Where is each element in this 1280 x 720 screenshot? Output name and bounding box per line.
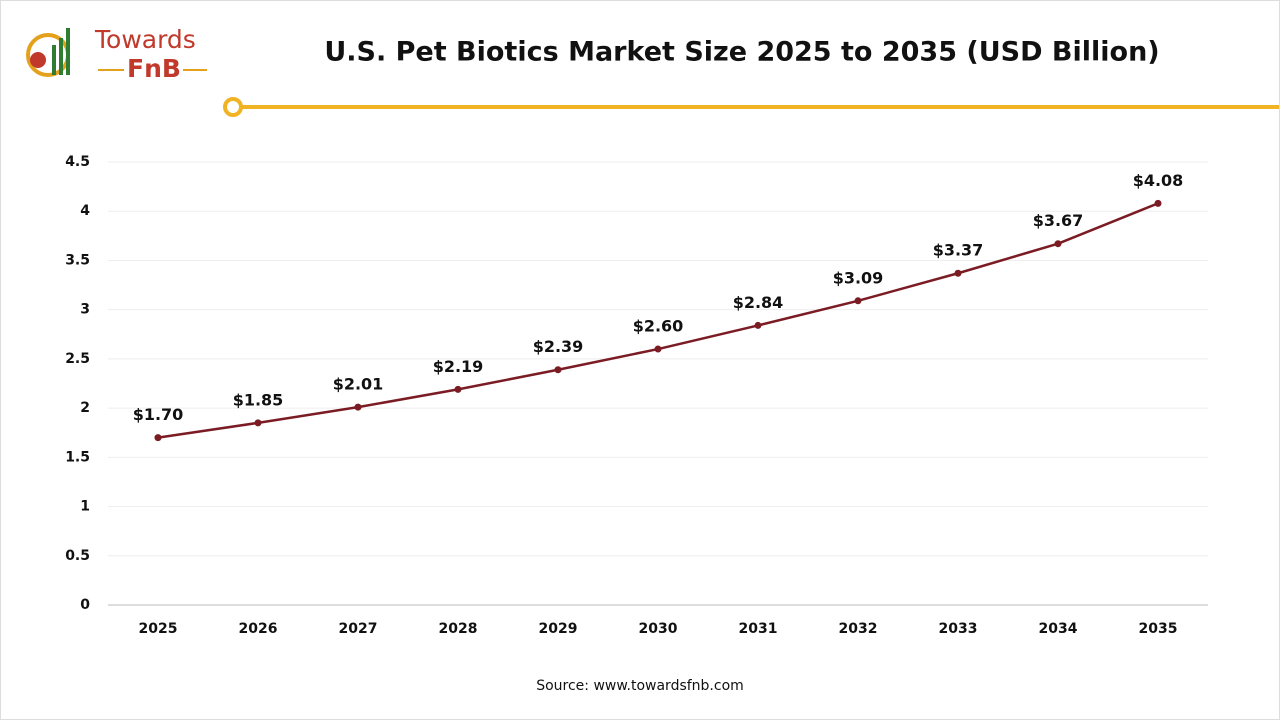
logo-bar bbox=[66, 28, 70, 75]
chart-title: U.S. Pet Biotics Market Size 2025 to 203… bbox=[324, 37, 1159, 68]
x-tick-label: 2035 bbox=[1139, 621, 1178, 637]
logo-text: FnB bbox=[127, 54, 181, 83]
data-point bbox=[154, 434, 162, 442]
x-tick-label: 2025 bbox=[139, 621, 178, 637]
logo-bar bbox=[59, 38, 63, 75]
data-label: $1.85 bbox=[233, 390, 284, 409]
x-tick-label: 2030 bbox=[639, 621, 678, 637]
data-point bbox=[754, 321, 762, 329]
data-point bbox=[954, 269, 962, 277]
y-tick-label: 1.5 bbox=[65, 449, 90, 465]
source: Source: www.towardsfnb.com bbox=[536, 678, 744, 694]
x-tick-label: 2033 bbox=[939, 621, 978, 637]
y-tick-label: 4 bbox=[80, 203, 90, 219]
data-label: $3.09 bbox=[833, 268, 884, 287]
data-label: $2.19 bbox=[433, 357, 484, 376]
y-tick-label: 0 bbox=[80, 597, 90, 613]
logo-dot bbox=[30, 52, 46, 68]
data-point bbox=[554, 366, 562, 374]
title-rule-dot bbox=[223, 97, 243, 117]
data-label: $2.01 bbox=[333, 375, 384, 394]
y-tick-label: 2 bbox=[80, 400, 90, 416]
data-label: $2.84 bbox=[733, 293, 784, 312]
logo-bar bbox=[52, 45, 56, 75]
data-point bbox=[254, 419, 262, 427]
data-label: $3.37 bbox=[933, 241, 984, 260]
x-tick-label: 2032 bbox=[839, 621, 878, 637]
data-point bbox=[1054, 240, 1062, 248]
logo-text: Towards bbox=[94, 25, 196, 54]
logo: Towards FnB bbox=[26, 25, 207, 83]
data-point bbox=[654, 345, 662, 353]
data-point bbox=[854, 297, 862, 305]
x-tick-label: 2034 bbox=[1039, 621, 1078, 637]
x-tick-label: 2029 bbox=[539, 621, 578, 637]
y-tick-label: 2.5 bbox=[65, 351, 90, 367]
x-tick-label: 2026 bbox=[239, 621, 278, 637]
data-label: $4.08 bbox=[1133, 171, 1184, 190]
data-point bbox=[454, 385, 462, 393]
y-tick-label: 3.5 bbox=[65, 252, 90, 268]
data-label: $2.60 bbox=[633, 317, 684, 336]
x-tick-label: 2031 bbox=[739, 621, 778, 637]
y-tick-label: 1 bbox=[80, 499, 90, 515]
data-label: $1.70 bbox=[133, 405, 184, 424]
y-tick-label: 4.5 bbox=[65, 154, 90, 170]
data-point bbox=[354, 403, 362, 411]
data-label: $2.39 bbox=[533, 337, 584, 356]
y-tick-label: 0.5 bbox=[65, 548, 90, 564]
x-tick-label: 2028 bbox=[439, 621, 478, 637]
x-tick-label: 2027 bbox=[339, 621, 378, 637]
y-tick-label: 3 bbox=[80, 302, 90, 318]
data-point bbox=[1154, 199, 1162, 207]
data-label: $3.67 bbox=[1033, 211, 1084, 230]
